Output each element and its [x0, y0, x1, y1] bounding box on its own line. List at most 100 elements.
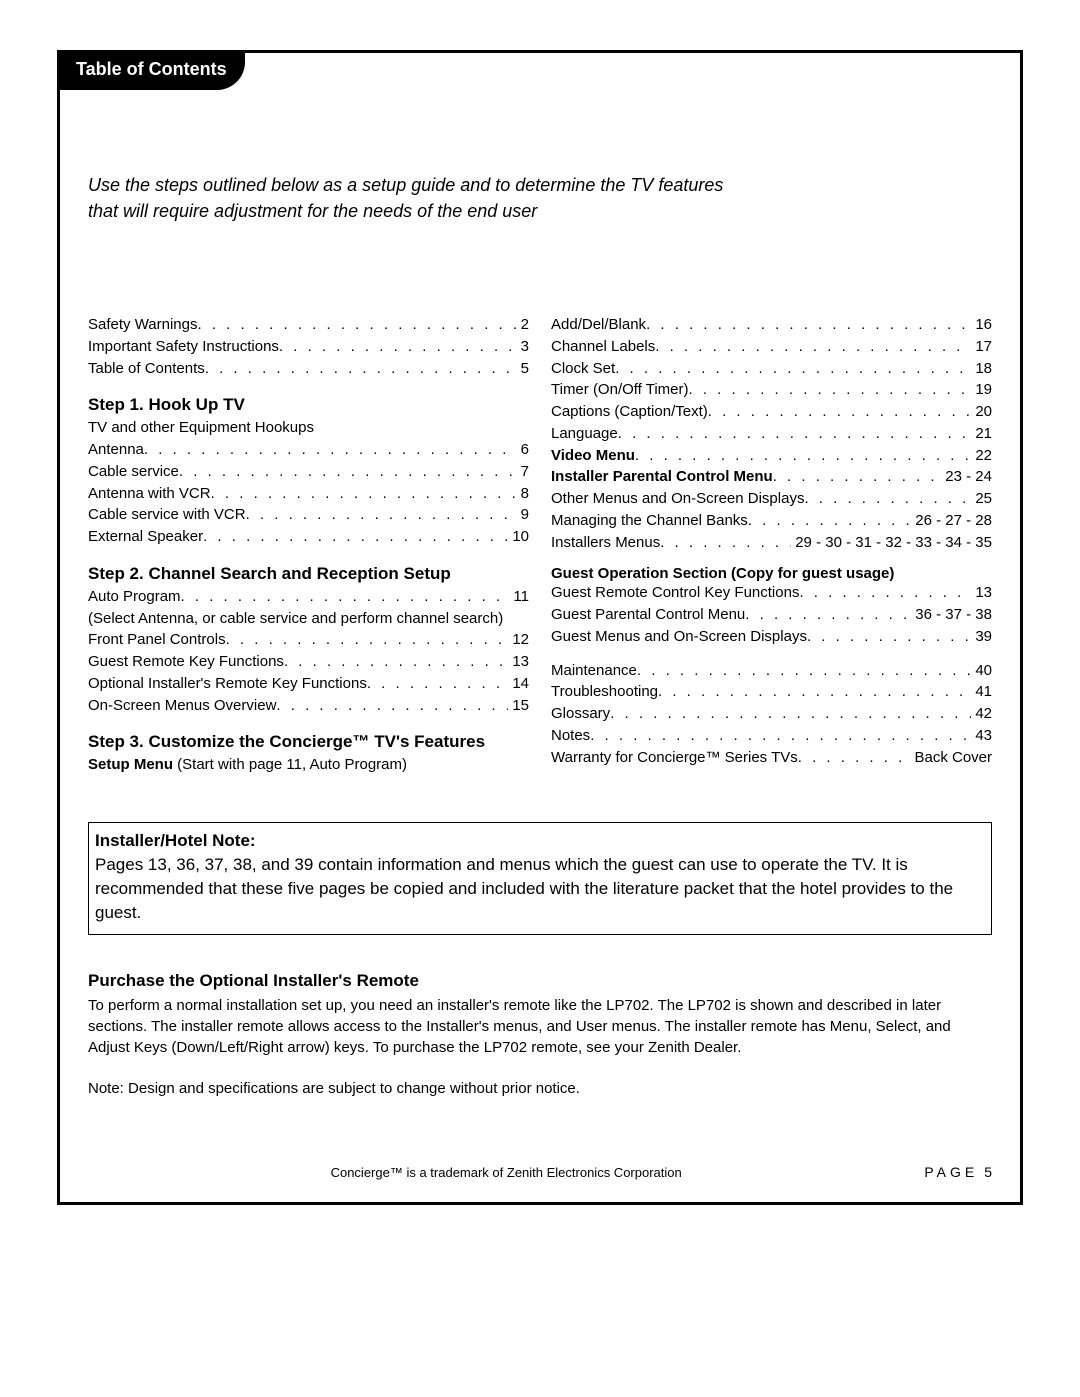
- toc-dots: [246, 504, 517, 526]
- toc-dots: [276, 695, 508, 717]
- toc-line: Timer (On/Off Timer)19: [551, 379, 992, 401]
- installer-note-body: Pages 13, 36, 37, 38, and 39 contain inf…: [95, 853, 983, 924]
- toc-label: Warranty for Concierge™ Series TVs: [551, 747, 798, 769]
- toc-page: 43: [971, 725, 992, 747]
- toc-label: External Speaker: [88, 526, 203, 548]
- toc-page: 42: [971, 703, 992, 725]
- toc-columns: Safety Warnings2Important Safety Instruc…: [88, 314, 992, 776]
- toc-line: Language 21: [551, 423, 992, 445]
- toc-label: Guest Menus and On-Screen Displays: [551, 626, 807, 648]
- step2-heading: Step 2. Channel Search and Reception Set…: [88, 564, 529, 584]
- installer-note-title: Installer/Hotel Note:: [95, 829, 983, 853]
- toc-line: On-Screen Menus Overview 15: [88, 695, 529, 717]
- purchase-title: Purchase the Optional Installer's Remote: [88, 971, 992, 991]
- toc-page: 12: [508, 629, 529, 651]
- toc-label: Glossary: [551, 703, 610, 725]
- toc-page: 9: [517, 504, 529, 526]
- toc-label: Video Menu: [551, 445, 635, 467]
- toc-label: Channel Labels: [551, 336, 655, 358]
- toc-page: 26 - 27 - 28: [911, 510, 992, 532]
- toc-line: Warranty for Concierge™ Series TVs Back C…: [551, 747, 992, 769]
- toc-label: Add/Del/Blank: [551, 314, 646, 336]
- toc-dots: [773, 466, 942, 488]
- toc-dots: [615, 358, 971, 380]
- page-footer: Concierge™ is a trademark of Zenith Elec…: [88, 1164, 992, 1180]
- toc-page: 41: [971, 681, 992, 703]
- toc-line: Guest Parental Control Menu36 - 37 - 38: [551, 604, 992, 626]
- toc-label: Timer (On/Off Timer): [551, 379, 689, 401]
- toc-right-column: Add/Del/Blank16Channel Labels17Clock Set…: [551, 314, 992, 776]
- toc-line: External Speaker 10: [88, 526, 529, 548]
- toc-line: Troubleshooting 41: [551, 681, 992, 703]
- toc-label: On-Screen Menus Overview: [88, 695, 276, 717]
- toc-page: 13: [508, 651, 529, 673]
- toc-page: 11: [509, 586, 529, 608]
- toc-dots: [179, 461, 517, 483]
- toc-label: Important Safety Instructions: [88, 336, 279, 358]
- toc-label: Captions (Caption/Text): [551, 401, 708, 423]
- setup-menu-line: Setup Menu (Start with page 11, Auto Pro…: [88, 754, 529, 776]
- guest-heading: Guest Operation Section (Copy for guest …: [551, 565, 992, 582]
- toc-label: Antenna: [88, 439, 144, 461]
- toc-page: Back Cover: [910, 747, 992, 769]
- toc-dots: [804, 488, 971, 510]
- toc-page: 5: [517, 358, 529, 380]
- toc-line: Front Panel Controls12: [88, 629, 529, 651]
- toc-dots: [211, 483, 517, 505]
- toc-page: 10: [508, 526, 529, 548]
- toc-line: Optional Installer's Remote Key Function…: [88, 673, 529, 695]
- step1-heading: Step 1. Hook Up TV: [88, 395, 529, 415]
- content-area: Use the steps outlined below as a setup …: [60, 172, 1020, 1097]
- toc-label: Cable service: [88, 461, 179, 483]
- step3-heading: Step 3. Customize the Concierge™ TV's Fe…: [88, 732, 529, 752]
- toc-label: Troubleshooting: [551, 681, 658, 703]
- toc-page: 22: [971, 445, 992, 467]
- toc-dots: [144, 439, 517, 461]
- toc-line: Captions (Caption/Text) 20: [551, 401, 992, 423]
- toc-left-column: Safety Warnings2Important Safety Instruc…: [88, 314, 529, 776]
- intro-text: Use the steps outlined below as a setup …: [88, 172, 992, 224]
- toc-dots: [635, 445, 971, 467]
- toc-dots: [660, 532, 791, 554]
- toc-line: Important Safety Instructions3: [88, 336, 529, 358]
- toc-line: Auto Program 11: [88, 586, 529, 608]
- toc-line: Managing the Channel Banks26 - 27 - 28: [551, 510, 992, 532]
- toc-label: Maintenance: [551, 660, 637, 682]
- toc-line: Add/Del/Blank16: [551, 314, 992, 336]
- toc-page: 21: [971, 423, 992, 445]
- toc-label: Auto Program: [88, 586, 181, 608]
- toc-page: 15: [508, 695, 529, 717]
- toc-label: Clock Set: [551, 358, 615, 380]
- toc-line: Table of Contents5: [88, 358, 529, 380]
- tab-title: Table of Contents: [58, 51, 245, 90]
- toc-page: 6: [517, 439, 529, 461]
- toc-page: 25: [971, 488, 992, 510]
- toc-line: Guest Menus and On-Screen Displays39: [551, 626, 992, 648]
- toc-dots: [610, 703, 971, 725]
- page-number: 5: [984, 1164, 992, 1180]
- toc-label: Language: [551, 423, 618, 445]
- toc-line: Video Menu 22: [551, 445, 992, 467]
- toc-dots: [708, 401, 972, 423]
- toc-line: Glossary 42: [551, 703, 992, 725]
- toc-page: 20: [971, 401, 992, 423]
- toc-line: Antenna 6: [88, 439, 529, 461]
- toc-page: 40: [971, 660, 992, 682]
- toc-line: Clock Set 18: [551, 358, 992, 380]
- toc-page: 2: [517, 314, 529, 336]
- toc-dots: [799, 582, 971, 604]
- toc-dots: [590, 725, 971, 747]
- toc-dots: [198, 314, 517, 336]
- toc-line: Guest Remote Control Key Functions13: [551, 582, 992, 604]
- trademark-line: Concierge™ is a trademark of Zenith Elec…: [88, 1165, 924, 1180]
- page-border: Table of Contents Use the steps outlined…: [57, 50, 1023, 1205]
- toc-dots: [689, 379, 972, 401]
- toc-label: Notes: [551, 725, 590, 747]
- toc-line: Notes 43: [551, 725, 992, 747]
- toc-page: 7: [517, 461, 529, 483]
- toc-dots: [748, 510, 911, 532]
- toc-dots: [798, 747, 911, 769]
- step1-sub: TV and other Equipment Hookups: [88, 417, 529, 439]
- toc-page: 18: [971, 358, 992, 380]
- toc-label: Guest Remote Key Functions: [88, 651, 284, 673]
